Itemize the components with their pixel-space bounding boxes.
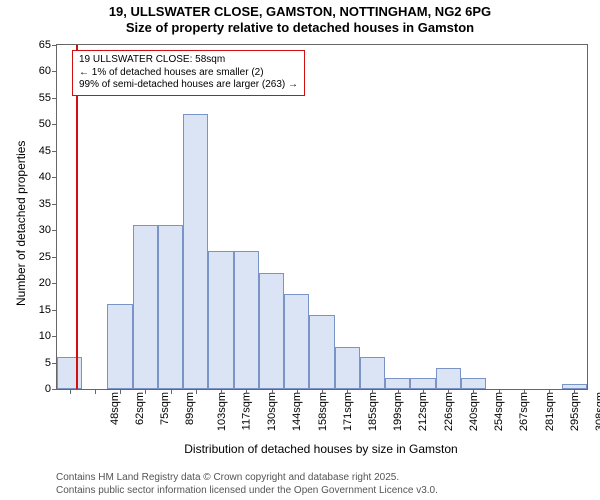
x-tick-label: 185sqm — [361, 392, 379, 431]
x-tick-label: 117sqm — [234, 392, 252, 430]
y-axis-label: Number of detached properties — [14, 141, 28, 306]
histogram-bar — [461, 378, 486, 389]
x-tick-mark — [473, 389, 474, 394]
y-tick-mark — [52, 204, 57, 205]
y-tick-mark — [52, 283, 57, 284]
y-tick-mark — [52, 71, 57, 72]
x-tick-label: 212sqm — [412, 392, 430, 431]
x-tick-label: 295sqm — [563, 392, 581, 431]
title-line-1: 19, ULLSWATER CLOSE, GAMSTON, NOTTINGHAM… — [0, 4, 600, 20]
plot-area: 0510152025303540455055606548sqm62sqm75sq… — [56, 44, 588, 390]
reference-line — [76, 45, 78, 389]
footer-line-2: Contains public sector information licen… — [56, 485, 438, 498]
x-tick-label: 75sqm — [153, 392, 171, 425]
x-tick-label: 199sqm — [386, 392, 404, 431]
histogram-bar — [183, 114, 208, 389]
y-tick-mark — [52, 45, 57, 46]
x-tick-label: 267sqm — [513, 392, 531, 431]
histogram-bar — [259, 273, 284, 389]
x-tick-label: 158sqm — [311, 392, 329, 431]
x-tick-mark — [398, 389, 399, 394]
x-tick-mark — [322, 389, 323, 394]
x-tick-mark — [347, 389, 348, 394]
histogram-bar — [385, 378, 410, 389]
annotation-line: 19 ULLSWATER CLOSE: 58sqm — [79, 54, 298, 67]
x-tick-mark — [70, 389, 71, 394]
x-tick-mark — [372, 389, 373, 394]
x-tick-label: 130sqm — [260, 392, 278, 431]
histogram-bar — [133, 225, 158, 389]
title-line-2: Size of property relative to detached ho… — [0, 20, 600, 36]
chart-titles: 19, ULLSWATER CLOSE, GAMSTON, NOTTINGHAM… — [0, 0, 600, 37]
x-tick-label: 308sqm — [588, 392, 600, 431]
histogram-bar — [57, 357, 82, 389]
y-tick-mark — [52, 310, 57, 311]
y-tick-mark — [52, 124, 57, 125]
histogram-bar — [107, 304, 132, 389]
x-tick-mark — [196, 389, 197, 394]
histogram-bar — [309, 315, 334, 389]
x-tick-label: 144sqm — [285, 392, 303, 431]
x-tick-label: 240sqm — [462, 392, 480, 431]
x-tick-mark — [145, 389, 146, 394]
x-tick-label: 89sqm — [178, 392, 196, 425]
histogram-bar — [436, 368, 461, 389]
histogram-bar — [234, 251, 259, 389]
y-tick-mark — [52, 98, 57, 99]
x-tick-label: 281sqm — [538, 392, 556, 431]
x-axis-label: Distribution of detached houses by size … — [56, 442, 586, 456]
y-tick-mark — [52, 336, 57, 337]
x-tick-label: 171sqm — [336, 392, 354, 431]
y-tick-mark — [52, 151, 57, 152]
y-tick-mark — [52, 230, 57, 231]
histogram-bar — [208, 251, 233, 389]
footer-line-1: Contains HM Land Registry data © Crown c… — [56, 472, 438, 485]
x-tick-label: 103sqm — [210, 392, 228, 431]
x-tick-mark — [120, 389, 121, 394]
x-tick-mark — [171, 389, 172, 394]
y-tick-mark — [52, 389, 57, 390]
x-tick-mark — [499, 389, 500, 394]
x-tick-mark — [423, 389, 424, 394]
x-tick-mark — [246, 389, 247, 394]
x-tick-label: 226sqm — [437, 392, 455, 431]
histogram-bar — [410, 378, 435, 389]
x-tick-label: 254sqm — [487, 392, 505, 431]
x-tick-mark — [297, 389, 298, 394]
annotation-line: 99% of semi-detached houses are larger (… — [79, 79, 298, 92]
x-tick-mark — [574, 389, 575, 394]
chart-container: { "title_line1": "19, ULLSWATER CLOSE, G… — [0, 0, 600, 500]
x-tick-mark — [448, 389, 449, 394]
histogram-bar — [158, 225, 183, 389]
x-tick-mark — [272, 389, 273, 394]
annotation-box: 19 ULLSWATER CLOSE: 58sqm← 1% of detache… — [72, 50, 305, 96]
histogram-bar — [335, 347, 360, 389]
x-tick-mark — [549, 389, 550, 394]
y-tick-mark — [52, 177, 57, 178]
x-tick-mark — [95, 389, 96, 394]
x-tick-label: 48sqm — [103, 392, 121, 425]
histogram-bar — [360, 357, 385, 389]
x-tick-label: 62sqm — [128, 392, 146, 425]
annotation-line: ← 1% of detached houses are smaller (2) — [79, 67, 298, 80]
x-tick-mark — [221, 389, 222, 394]
y-tick-mark — [52, 257, 57, 258]
attribution-footer: Contains HM Land Registry data © Crown c… — [56, 472, 438, 497]
histogram-bar — [284, 294, 309, 389]
x-tick-mark — [524, 389, 525, 394]
